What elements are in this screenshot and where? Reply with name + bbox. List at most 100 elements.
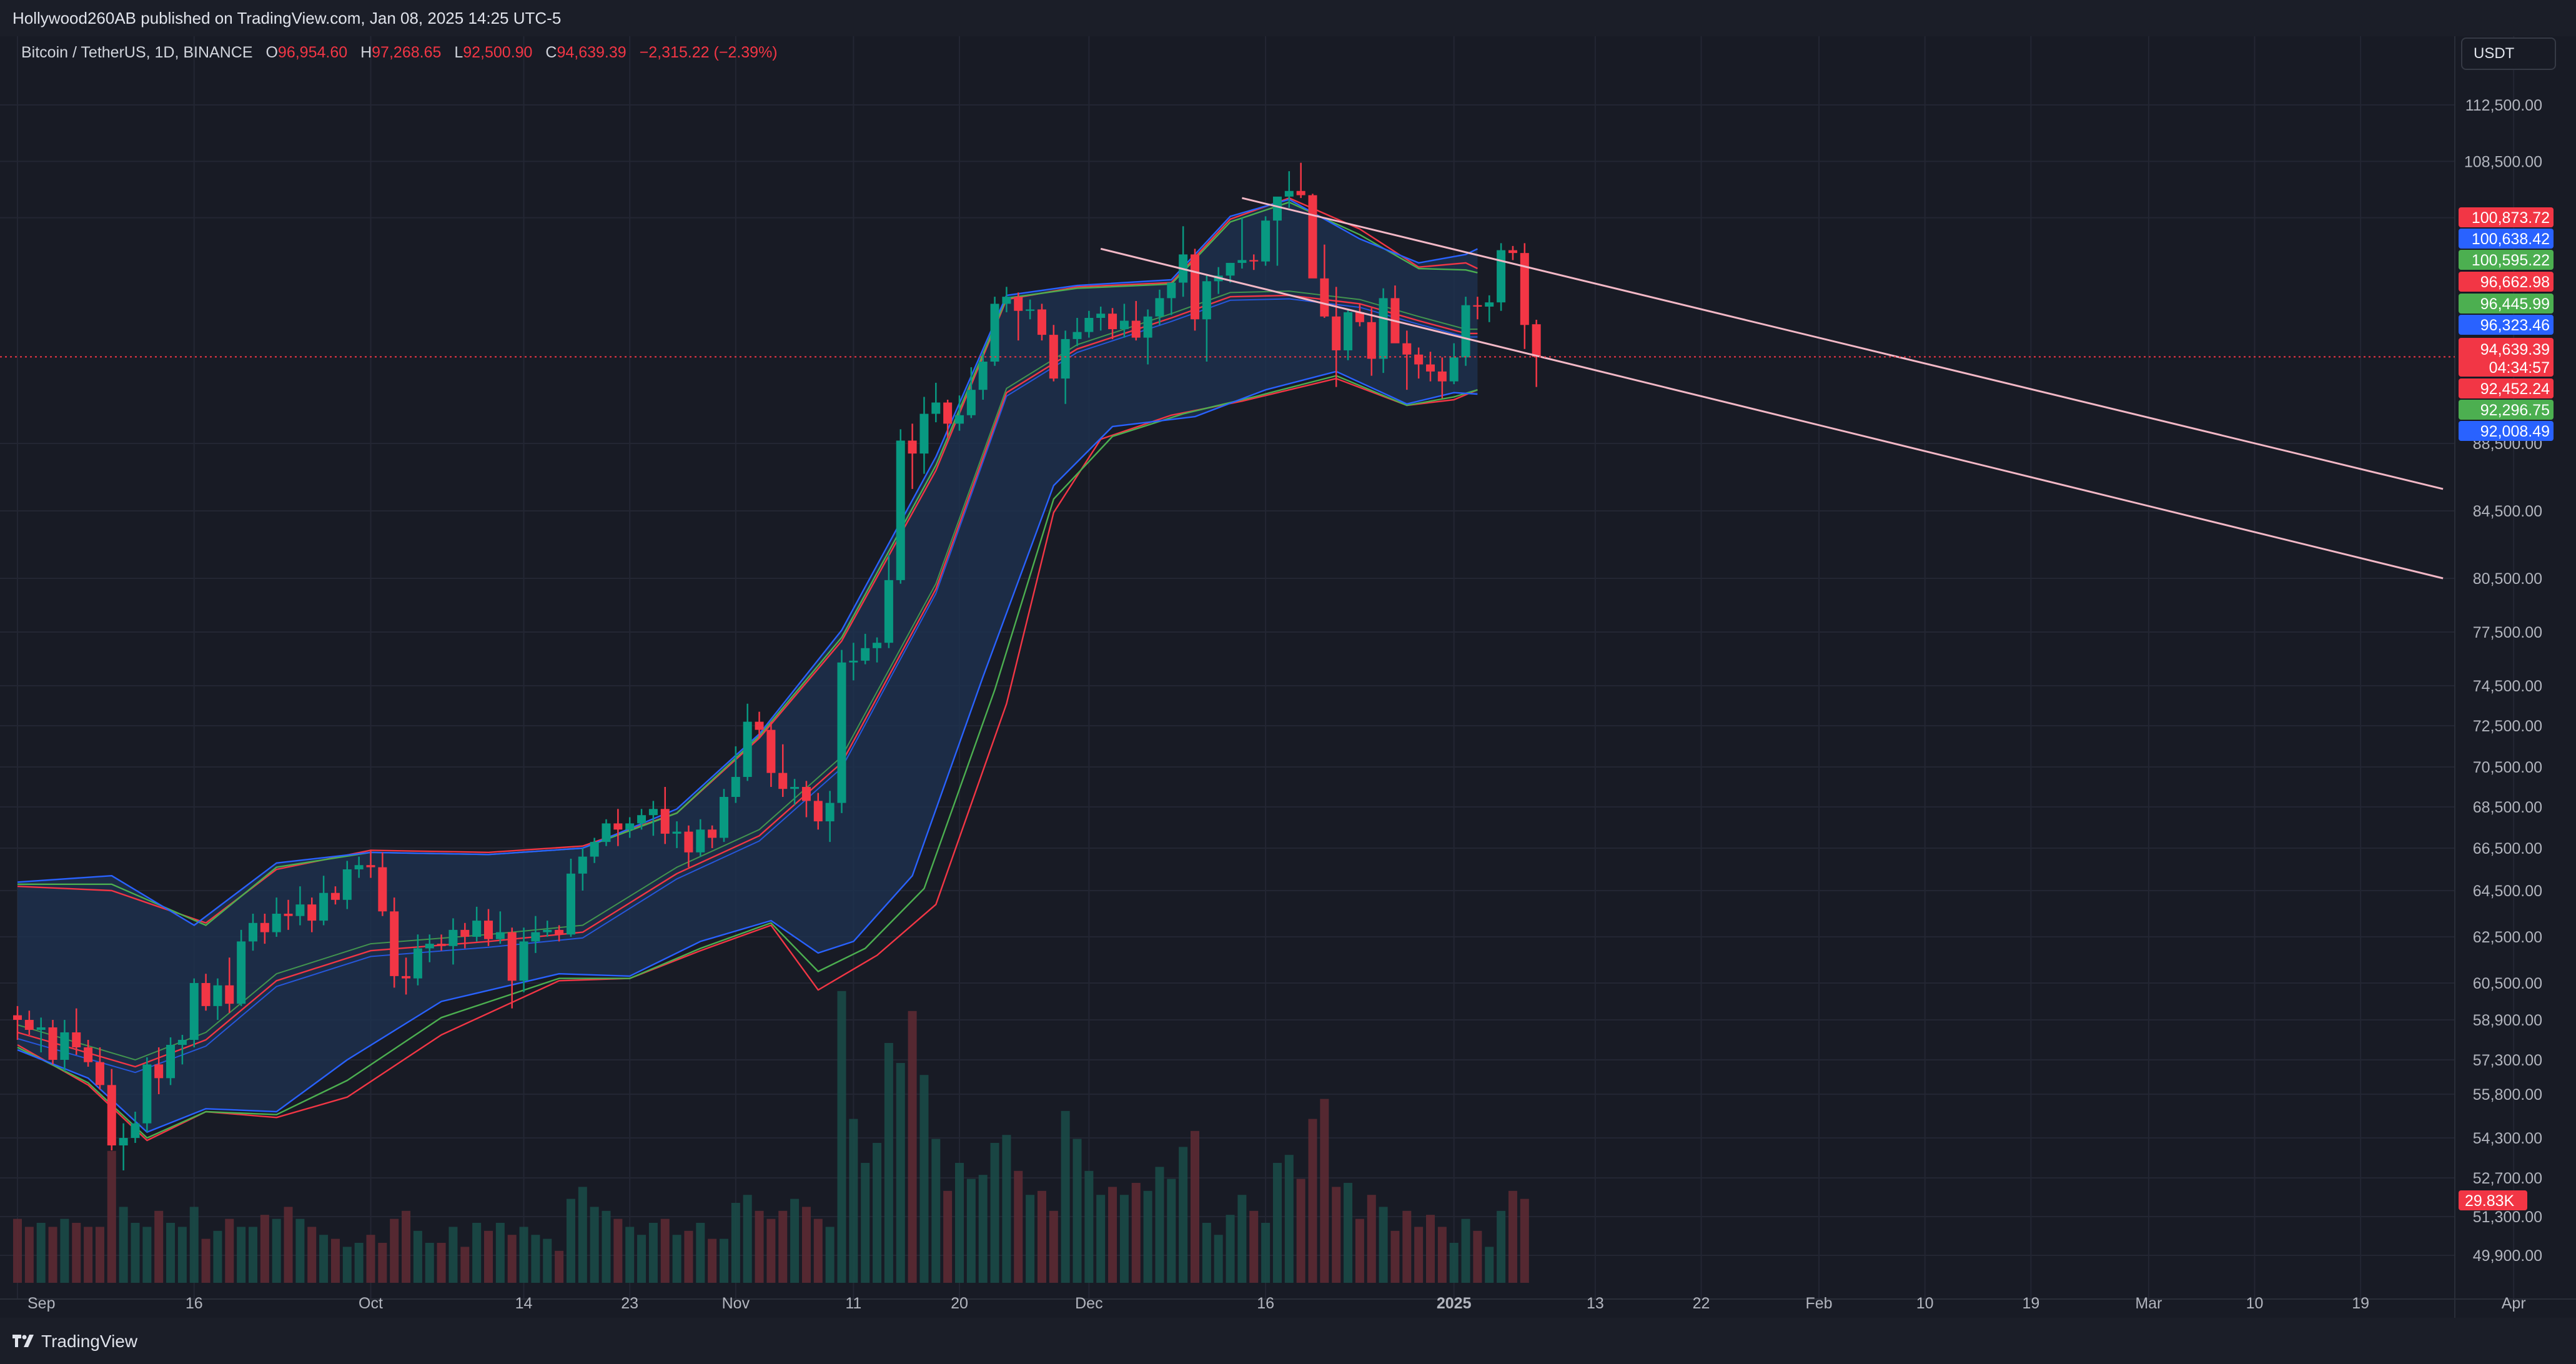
candle-body	[119, 1138, 128, 1145]
volume-bar	[402, 1210, 411, 1283]
volume-bar	[1014, 1170, 1023, 1283]
time-tick-label: 11	[845, 1295, 861, 1312]
volume-bar	[1073, 1139, 1082, 1283]
close-value: 94,639.39	[557, 44, 627, 61]
volume-bar	[708, 1238, 717, 1283]
candle-body	[1308, 195, 1317, 279]
candle-body	[1226, 262, 1235, 276]
currency-button[interactable]: USDT	[2461, 37, 2556, 70]
trend-line	[1242, 197, 2444, 490]
price-tick-label: 77,500.00	[2473, 624, 2542, 641]
close-label: C	[545, 44, 557, 61]
volume-bar	[1131, 1183, 1141, 1283]
price-tag-label: 100,638.42	[2472, 230, 2550, 248]
volume-bar	[1367, 1195, 1376, 1283]
candle-body	[1014, 297, 1023, 311]
candle-body	[578, 856, 587, 874]
volume-bar	[495, 1223, 505, 1283]
band-line-blue-mid	[17, 294, 1478, 1068]
candle-body	[484, 921, 493, 939]
volume-bar	[801, 1207, 811, 1283]
volume-bar	[1437, 1227, 1447, 1283]
volume-bar	[1191, 1130, 1199, 1283]
price-tag	[2459, 272, 2554, 292]
candle-body	[425, 944, 434, 949]
price-tag-label: 100,595.22	[2472, 252, 2550, 269]
volume-bar	[1108, 1187, 1117, 1283]
candle-body	[24, 1020, 34, 1030]
volume-bar	[731, 1203, 740, 1283]
candle-body	[837, 662, 846, 803]
volume-bar	[437, 1243, 446, 1283]
candle-body	[931, 402, 941, 414]
candle-body	[672, 831, 681, 834]
price-tag	[2459, 294, 2554, 314]
candle-body	[60, 1032, 69, 1060]
price-tick-label: 70,500.00	[2473, 759, 2542, 776]
volume-bar	[319, 1235, 329, 1283]
volume-bar	[613, 1218, 623, 1283]
price-tag-label: 92,296.75	[2480, 402, 2550, 419]
candle-body	[448, 929, 458, 946]
price-tag-label: 100,873.72	[2472, 209, 2550, 227]
candle-body	[84, 1047, 93, 1062]
candle-body	[943, 402, 953, 424]
price-tick-label: 55,800.00	[2473, 1086, 2542, 1104]
volume-bar	[107, 1150, 116, 1283]
time-tick-label: 16	[1257, 1295, 1274, 1312]
price-tag	[2459, 207, 2554, 227]
volume-bar	[931, 1139, 941, 1283]
volume-bar	[330, 1238, 340, 1283]
candle-body	[390, 911, 399, 976]
price-tag	[2459, 421, 2554, 441]
band-line-green-upper	[17, 201, 1478, 926]
candle-body	[720, 797, 728, 838]
price-tag-label: 92,452.24	[2480, 380, 2550, 398]
candle-body	[260, 922, 269, 932]
volume-bar	[272, 1218, 281, 1283]
volume-bar	[131, 1223, 140, 1283]
volume-bar	[177, 1227, 187, 1283]
high-value: 97,268.65	[372, 44, 442, 61]
volume-bar	[766, 1218, 776, 1283]
publisher-text: Hollywood260AB published on TradingView.…	[12, 9, 562, 27]
candle-body	[648, 809, 658, 816]
trend-lines[interactable]	[0, 197, 2455, 580]
candle-body	[955, 415, 964, 424]
volume-bar	[260, 1215, 269, 1283]
candle-body	[460, 929, 470, 937]
volume-tag-label: 29.83K	[2465, 1192, 2515, 1210]
candle-body	[1237, 260, 1247, 263]
volume-bar	[189, 1207, 199, 1283]
volume-bar	[720, 1238, 728, 1283]
candle-body	[1355, 312, 1364, 322]
candle-body	[13, 1015, 22, 1020]
volume-bar	[84, 1227, 93, 1283]
footer-bar	[0, 1318, 2576, 1364]
candle-body	[131, 1123, 140, 1138]
volume-bar	[1379, 1207, 1388, 1283]
time-tick-label: 14	[515, 1295, 533, 1312]
symbol-legend: Bitcoin / TetherUS, 1D, BINANCE O96,954.…	[21, 44, 778, 62]
price-tag	[2459, 338, 2554, 377]
price-tag	[2459, 315, 2554, 335]
candle-body	[1426, 364, 1435, 372]
band-mid-line	[17, 298, 1478, 1074]
candle-body	[1449, 357, 1459, 382]
volume-bar	[837, 991, 846, 1283]
candle-body	[790, 787, 800, 789]
candle-body	[625, 823, 635, 830]
candle-body	[154, 1064, 164, 1079]
volume-bar	[1308, 1119, 1317, 1283]
band-line-red-lower	[17, 377, 1478, 1142]
price-tag	[2459, 229, 2554, 249]
tradingview-logo[interactable]: TradingView	[12, 1332, 137, 1352]
candle-body	[766, 729, 776, 773]
volume-bar	[378, 1243, 387, 1283]
volume-bar	[295, 1218, 305, 1283]
volume-bar	[413, 1230, 422, 1283]
band-mid-line	[17, 290, 1478, 1061]
candle-body	[978, 362, 988, 390]
volume-bar	[1179, 1147, 1188, 1283]
